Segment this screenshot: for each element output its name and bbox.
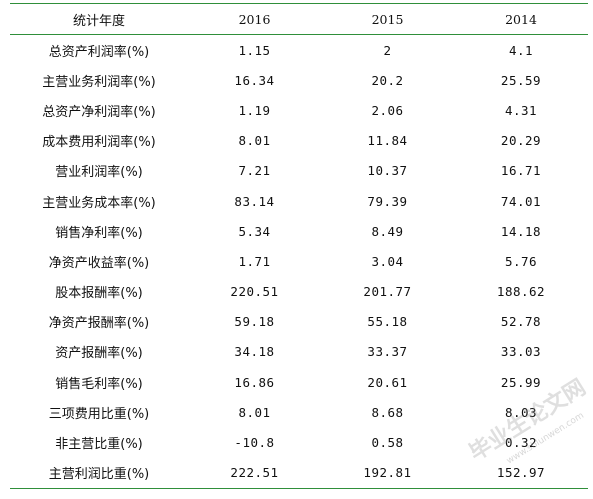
row-value: 79.39 (367, 193, 408, 209)
row-value: 1.19 (238, 102, 271, 118)
row-value: 8.68 (371, 404, 404, 420)
table-row: 主营业务利润率(%) 16.34 20.2 25.59 (10, 65, 588, 95)
table-row: 销售毛利率(%) 16.86 20.61 25.99 (10, 367, 588, 397)
row-value: 33.03 (500, 344, 542, 360)
row-value: 16.34 (234, 72, 275, 88)
row-label: 非主营比重(%) (55, 437, 143, 453)
row-value: 25.99 (500, 374, 542, 390)
table-row: 净资产收益率(%) 1.71 3.04 5.76 (10, 246, 588, 276)
row-value: 20.2 (371, 72, 404, 88)
row-value: 16.71 (500, 163, 542, 179)
row-label: 股本报酬率(%) (55, 286, 143, 302)
row-label: 资产报酬率(%) (55, 346, 143, 362)
row-value: 5.34 (238, 223, 271, 239)
row-value: 33.37 (367, 344, 408, 360)
row-value: 1.71 (238, 253, 271, 269)
row-label: 成本费用利润率(%) (42, 135, 156, 151)
row-value: 10.37 (367, 163, 408, 179)
table-row: 营业利润率(%) 7.21 10.37 16.71 (10, 156, 588, 186)
row-label: 净资产收益率(%) (48, 255, 150, 271)
row-value: 3.04 (371, 253, 404, 269)
row-value: 59.18 (234, 314, 275, 330)
table-row: 销售净利率(%) 5.34 8.49 14.18 (10, 216, 588, 246)
header-label: 统计年度 (10, 3, 188, 35)
row-label: 销售净利率(%) (55, 225, 143, 241)
row-value: 201.77 (363, 284, 412, 300)
row-value: 5.76 (504, 253, 538, 269)
table-header-row: 统计年度 2016 2015 2014 (10, 3, 588, 35)
row-value: 4.31 (504, 102, 538, 118)
financial-ratio-table: 统计年度 2016 2015 2014 总资产利润率(%) 1.15 2 4.1 主营业… (10, 3, 588, 489)
row-value: 1.15 (238, 42, 271, 58)
row-label: 三项费用比重(%) (48, 406, 150, 422)
row-value: 188.62 (496, 284, 546, 300)
row-value: 7.21 (238, 163, 271, 179)
table-row: 成本费用利润率(%) 8.01 11.84 20.29 (10, 126, 588, 156)
row-value: 0.58 (371, 435, 404, 451)
row-value: 152.97 (454, 457, 588, 489)
header-year: 2015 (321, 3, 454, 35)
row-value: 25.59 (500, 72, 542, 88)
row-label: 总资产净利润率(%) (42, 104, 156, 120)
row-label: 销售毛利率(%) (55, 376, 143, 392)
table-row: 总资产净利润率(%) 1.19 2.06 4.31 (10, 95, 588, 125)
row-value: 14.18 (500, 223, 542, 239)
row-value: 4.1 (508, 42, 534, 58)
row-value: 0.32 (504, 435, 538, 451)
row-value: 8.01 (238, 404, 271, 420)
row-label: 主营业务利润率(%) (42, 74, 156, 90)
row-label: 总资产利润率(%) (48, 44, 150, 60)
row-value: 52.78 (500, 314, 542, 330)
row-value: 8.01 (238, 133, 271, 149)
row-label: 主营利润比重(%) (10, 457, 188, 489)
row-value: 74.01 (500, 193, 542, 209)
table-row: 非主营比重(%) -10.8 0.58 0.32 (10, 427, 588, 457)
table-row: 净资产报酬率(%) 59.18 55.18 52.78 (10, 307, 588, 337)
header-year: 2014 (454, 3, 588, 35)
table-row: 资产报酬率(%) 34.18 33.37 33.03 (10, 337, 588, 367)
table-row: 三项费用比重(%) 8.01 8.68 8.03 (10, 397, 588, 427)
row-value: 8.49 (371, 223, 404, 239)
table-body: 总资产利润率(%) 1.15 2 4.1 主营业务利润率(%) 16.34 20.2 25.5… (10, 35, 588, 489)
row-value: 34.18 (234, 344, 275, 360)
row-label: 主营业务成本率(%) (42, 195, 156, 211)
row-label: 净资产报酬率(%) (48, 316, 150, 332)
table-row: 股本报酬率(%) 220.51 201.77 188.62 (10, 277, 588, 307)
row-value: -10.8 (234, 435, 275, 451)
row-value: 83.14 (234, 193, 275, 209)
header-year: 2016 (188, 3, 321, 35)
row-value: 20.29 (500, 133, 542, 149)
row-label: 营业利润率(%) (55, 165, 143, 181)
row-value: 8.03 (504, 404, 538, 420)
row-value: 11.84 (367, 133, 408, 149)
table-row: 总资产利润率(%) 1.15 2 4.1 (10, 35, 588, 66)
row-value: 2 (383, 42, 392, 58)
table-row: 主营利润比重(%) 222.51 192.81 152.97 (10, 457, 588, 489)
row-value: 55.18 (367, 314, 408, 330)
row-value: 2.06 (371, 102, 404, 118)
row-value: 192.81 (321, 457, 454, 489)
table-row: 主营业务成本率(%) 83.14 79.39 74.01 (10, 186, 588, 216)
row-value: 16.86 (234, 374, 275, 390)
row-value: 20.61 (367, 374, 408, 390)
row-value: 222.51 (188, 457, 321, 489)
row-value: 220.51 (230, 284, 279, 300)
